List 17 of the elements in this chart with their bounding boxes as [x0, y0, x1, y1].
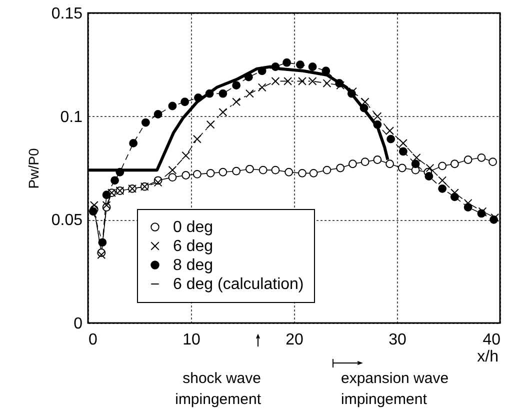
x-tick-label: 30: [388, 332, 406, 348]
x-tick-label: 20: [286, 332, 304, 348]
text: shock wave impingement: [175, 370, 262, 408]
x-tick-label: 10: [182, 332, 200, 348]
legend-label: 8 deg: [173, 257, 214, 274]
text: expansion wave impingement: [341, 370, 449, 408]
legend-label: 0 deg: [173, 219, 214, 236]
x-tick-label: 0: [88, 332, 98, 348]
x-axis-title: x/h: [477, 348, 498, 366]
legend-label: 6 deg: [173, 238, 214, 255]
y-tick-label: 0: [74, 316, 83, 332]
y-axis-title: Pw/P0: [25, 148, 42, 189]
y-tick-label: 0.05: [51, 212, 83, 230]
x-tick-label: 40: [482, 332, 501, 348]
y-tick-label: 0.1: [60, 108, 83, 126]
y-tick-label: 0.15: [51, 6, 83, 22]
legend-label: 6 deg (calculation): [173, 276, 304, 293]
